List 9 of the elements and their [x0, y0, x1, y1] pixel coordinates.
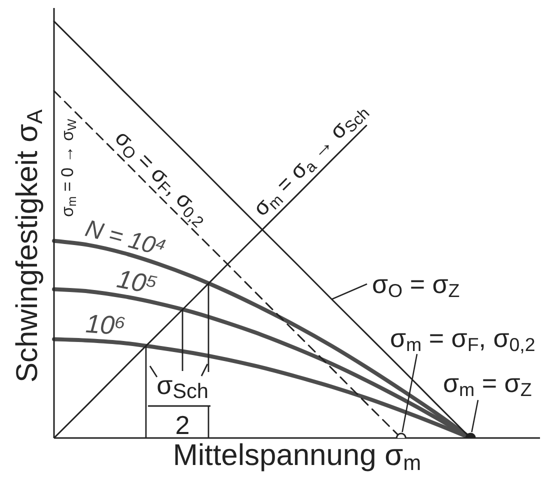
text: 10⁵	[114, 263, 160, 300]
text: N = 10⁴	[82, 215, 168, 262]
annotation: 2	[175, 410, 190, 440]
legend-label: σ$_{O}$ = σ$_{Z}$	[372, 269, 460, 302]
series-label: 10⁶	[84, 308, 127, 342]
text: σ$_{m}$ = σ$_{F}$, σ$_{0,2}$	[390, 323, 536, 356]
x-axis-title: Mittelspannung σ$_{m}$	[172, 439, 422, 476]
annotation: σ$_{Sch}$	[156, 370, 208, 404]
series-label: σ$_{m}$ = σ$_{Z}$	[443, 368, 532, 400]
